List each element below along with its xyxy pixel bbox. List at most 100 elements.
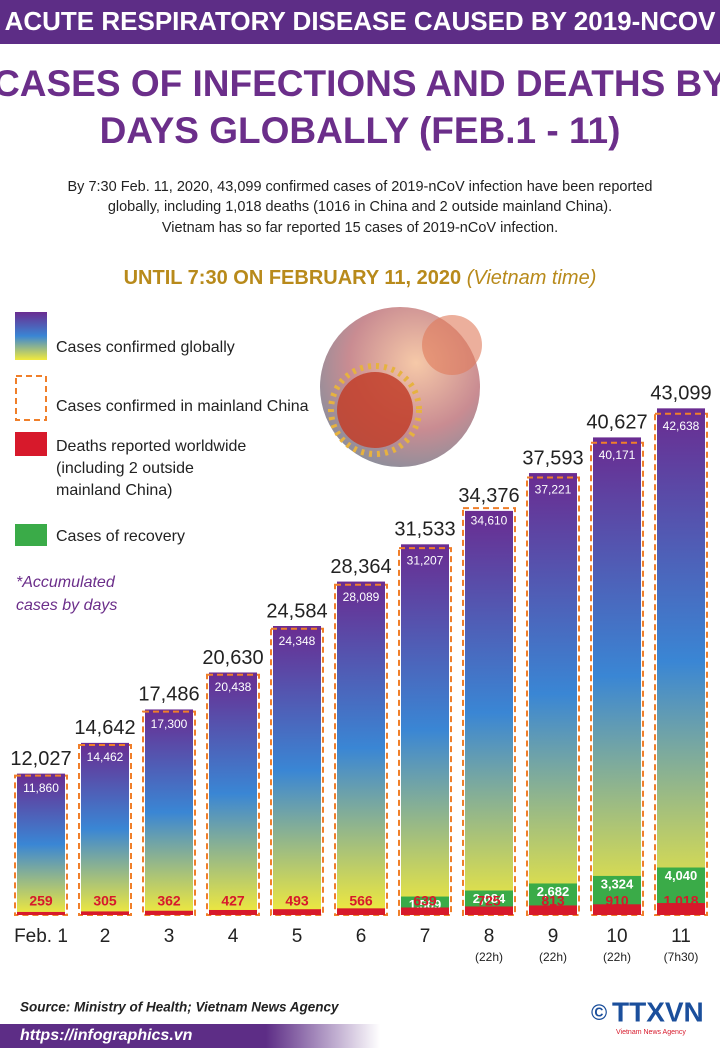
url: https://infographics.vn [20,1027,193,1044]
global-label: 24,584 [266,600,327,622]
source: Source: Ministry of Health; Vietnam News… [20,1000,340,1015]
x-tick-label: 7 [420,926,431,947]
death-bar [145,910,193,915]
logo-tagline: Vietnam News Agency [616,1029,686,1036]
x-tick-label: 4 [228,926,239,947]
china-bar [654,412,708,916]
recovery-label: 2,084 [473,891,506,906]
death-label: 493 [285,893,309,909]
global-label: 12,027 [10,748,71,770]
x-sublabel: (22h) [603,950,631,964]
global-label: 31,533 [394,519,455,541]
title: CASES OF INFECTIONS AND DEATHS BY [0,63,720,104]
death-label: 259 [29,893,53,909]
note: *Accumulated [16,574,116,591]
virus-image [320,307,482,467]
global-label: 17,486 [138,684,199,706]
china-label: 28,089 [343,590,380,604]
footer-bar [0,1024,380,1048]
legend-label: Deaths reported worldwide (including 2 ou… [56,438,246,499]
recovery-label: 2,682 [537,884,570,899]
x-tick-label: 3 [164,926,175,947]
death-bar [593,904,641,915]
death-bar [337,908,385,915]
death-label: 1,018 [663,893,698,909]
legend: Cases confirmed globally Cases confirmed … [15,312,309,614]
paragraph: globally, including 1,018 deaths (1016 i… [108,199,612,215]
china-label: 34,610 [471,513,508,527]
global-bar [465,510,513,915]
x-tick-label: 9 [548,926,559,947]
china-label: 24,348 [279,634,316,648]
global-bar [81,742,129,915]
china-label: 11,860 [23,781,59,795]
death-label: 910 [605,893,629,909]
china-label: 40,171 [599,448,636,462]
logo-symbol: © [591,1000,607,1025]
death-bar [657,903,705,915]
legend-label: Cases of recovery [56,528,185,545]
recovery-label: 4,040 [665,868,698,883]
china-label: 14,462 [87,750,124,764]
death-bar [273,909,321,915]
global-label: 43,099 [650,383,711,405]
death-label: 362 [157,893,181,909]
x-tick-label: 2 [100,926,111,947]
global-label: 14,642 [74,717,135,739]
global-bar [401,544,449,915]
banner-bg [0,0,720,44]
x-tick-label: 11 [671,926,691,947]
recovery-label: 3,324 [601,876,634,891]
x-tick-label: 6 [356,926,367,947]
death-label: 813 [541,893,565,909]
x-sublabel: (7h30) [664,950,699,964]
death-bar [17,911,65,915]
global-label: 28,364 [330,556,391,578]
china-label: 42,638 [663,419,700,433]
china-bar [206,673,260,916]
title: DAYS GLOBALLY (FEB.1 - 11) [100,110,621,151]
legend-label: Cases confirmed in mainland China [56,398,309,415]
death-label: 427 [221,893,245,909]
x-tick-label: 8 [484,926,495,947]
x-tick-label: 10 [606,926,627,947]
legend-swatch [15,375,47,421]
china-label: 17,300 [151,717,188,731]
legend-label: Cases confirmed globally [56,339,235,356]
death-label: 639 [413,893,437,909]
death-label: 305 [93,893,117,909]
global-label: 20,630 [202,647,263,669]
subheading-main: UNTIL 7:30 ON FEBRUARY 11, 2020 [124,267,462,289]
china-label: 31,207 [407,553,444,567]
x-tick-label: 5 [292,926,303,947]
paragraph: By 7:30 Feb. 11, 2020, 43,099 confirmed … [68,179,653,195]
global-bar [529,473,577,915]
global-bar [273,626,321,915]
global-label: 40,627 [586,412,647,434]
global-bar [209,672,257,915]
global-bar [337,581,385,915]
china-bar [14,774,68,916]
china-label: 37,221 [535,483,572,497]
subheading-note: (Vietnam time) [467,267,597,289]
global-bar [657,408,705,915]
global-label: 37,593 [522,447,583,469]
death-bar [529,905,577,915]
x-tick-label: Feb. 1 [14,926,68,947]
global-bar [593,437,641,915]
china-bar [78,743,132,916]
death-bar [81,911,129,915]
logo-name: TTXVN [612,996,704,1027]
banner: ACUTE RESPIRATORY DISEASE CAUSED BY 2019… [5,6,716,36]
death-bar [209,909,257,915]
global-bar [145,709,193,915]
global-label: 34,376 [458,485,519,507]
china-bar [334,583,388,917]
death-label: 725 [477,893,501,909]
legend-swatch [15,312,47,360]
death-bar [465,906,513,915]
x-sublabel: (22h) [475,950,503,964]
